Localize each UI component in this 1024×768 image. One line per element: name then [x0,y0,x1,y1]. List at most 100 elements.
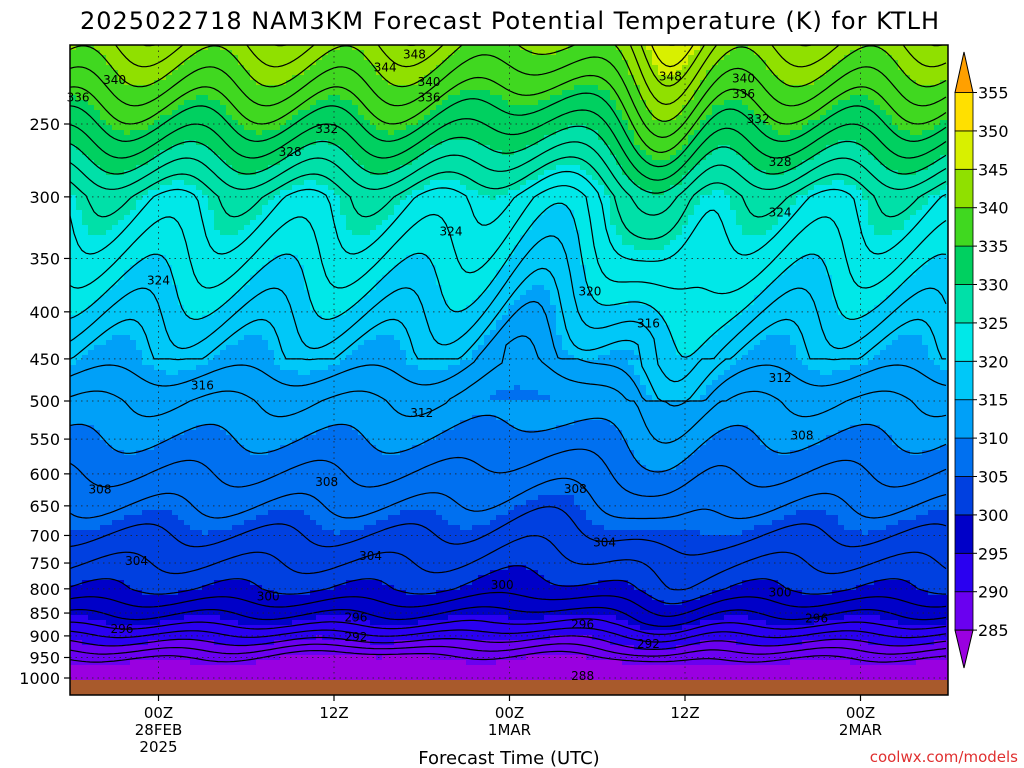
x-tick-label: 12Z [670,704,699,722]
x-tick-label: 1MAR [488,721,531,739]
colorbar-swatch [954,284,974,324]
colorbar-tick-label: 300 [978,506,1009,525]
colorbar-tick-label: 295 [978,544,1009,563]
colorbar: 285 290 295 300 305 310 315 320 325 330 335 340 345 3… [954,51,1009,669]
contour-label: 340 [418,75,441,89]
colorbar-swatch [954,552,974,593]
colorbar-tick-label: 320 [978,352,1009,371]
y-tick-label: 450 [29,350,60,369]
contour-label: 328 [279,145,302,159]
x-tick-label: 2025 [139,738,177,756]
contour-label: 292 [637,637,660,651]
contour-label: 336 [418,91,441,105]
y-tick-label: 1000 [19,669,60,688]
grid-lines [70,45,948,680]
x-axis-title: Forecast Time (UTC) [418,748,599,768]
y-tick-label: 300 [29,188,60,207]
colorbar-tick-label: 290 [978,583,1009,602]
contour-label: 340 [103,73,126,87]
contour-label: 300 [769,585,792,599]
contour-label: 316 [191,379,214,393]
contour-labels: 348 344 340 340 336 336 348 340 336 332 332 328 328 3… [67,47,828,683]
y-tick-label: 750 [29,554,60,573]
colorbar-arrow-top [954,51,974,93]
contour-label: 300 [491,578,514,592]
credit-link[interactable]: coolwx.com/models [870,748,1018,766]
contour-label: 288 [571,669,594,683]
x-tick-label: 00Z [846,704,875,722]
colorbar-tick-label: 325 [978,314,1009,333]
contour-label: 312 [410,406,433,420]
colorbar-tick-label: 310 [978,429,1009,448]
contour-label: 308 [89,483,112,497]
contour-label: 332 [747,112,770,126]
y-tick-label: 250 [29,115,60,134]
colorbar-swatch [954,168,974,209]
contour-label: 312 [769,371,792,385]
colorbar-swatch [954,437,974,477]
surface-ground [70,680,948,695]
colorbar-tick-label: 330 [978,276,1009,295]
y-tick-label: 850 [29,604,60,623]
contour-label: 340 [732,71,755,85]
contour-lines [70,45,947,663]
contour-label: 336 [732,87,755,101]
contour-label: 316 [637,317,660,331]
y-tick-label: 500 [29,392,60,411]
contour-label: 324 [769,206,792,220]
x-tick-label: 2MAR [839,721,882,739]
contour-label: 296 [805,612,828,626]
colorbar-swatch [954,476,974,516]
x-tick-label: 12Z [319,704,348,722]
colorbar-swatch [954,399,974,439]
x-tick-label: 00Z [495,704,524,722]
y-axis: 250 300 350 400 450 500 550 600 650 700 750 800 850 9… [19,115,70,688]
y-tick-label: 650 [29,497,60,516]
colorbar-tick-label: 340 [978,199,1009,218]
contour-label: 344 [374,60,397,74]
contour-label: 348 [659,70,682,84]
x-tick-label: 00Z [144,704,173,722]
colorbar-tick-label: 355 [978,84,1009,103]
contour-label: 332 [315,122,338,136]
chart-title: 2025022718 NAM3KM Forecast Potential Tem… [80,7,940,35]
contour-label: 324 [147,274,170,288]
contour-label: 324 [440,224,463,238]
contour-label: 304 [359,549,382,563]
colorbar-swatch [954,360,974,401]
contour-label: 304 [125,554,148,568]
colorbar-swatch [954,92,974,132]
contour-label: 328 [769,155,792,169]
y-tick-label: 950 [29,649,60,668]
colorbar-arrow-bottom [954,629,974,669]
contour-label: 308 [791,428,814,442]
colorbar-tick-label: 315 [978,391,1009,410]
contour-label: 296 [571,618,594,632]
colorbar-swatch [954,130,974,170]
contour-label: 336 [67,91,90,105]
colorbar-swatch [954,322,974,362]
y-tick-label: 550 [29,430,60,449]
contour-label: 296 [344,611,367,625]
contour-label: 308 [564,482,587,496]
y-tick-label: 350 [29,249,60,268]
colorbar-tick-label: 285 [978,621,1009,640]
colorbar-tick-label: 345 [978,160,1009,179]
colorbar-swatch [954,591,974,631]
colorbar-tick-label: 305 [978,468,1009,487]
x-tick-label: 28FEB [135,721,182,739]
colorbar-swatch [954,514,974,554]
y-tick-label: 400 [29,303,60,322]
y-tick-label: 900 [29,627,60,646]
contour-label: 304 [593,535,616,549]
contour-label: 308 [315,475,338,489]
contour-label: 320 [578,284,601,298]
colorbar-swatch [954,207,974,247]
y-tick-label: 600 [29,465,60,484]
contour-label: 296 [110,622,133,636]
colorbar-swatch [954,245,974,285]
y-tick-label: 800 [29,580,60,599]
colorbar-tick-label: 350 [978,122,1009,141]
